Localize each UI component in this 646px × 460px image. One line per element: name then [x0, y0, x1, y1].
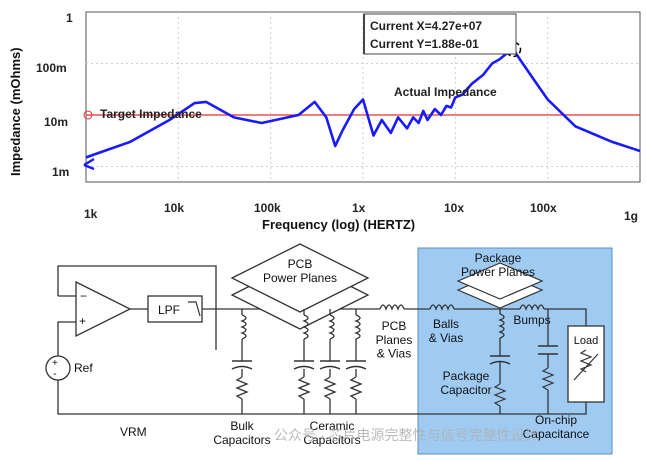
- y-tick-label: 10m: [44, 115, 68, 129]
- bumps-label: Bumps: [513, 313, 550, 327]
- x-tick-label: 1g: [624, 209, 638, 223]
- target-marker: [83, 110, 93, 120]
- ceramic-capacitors-label: Ceramic Capacitors: [303, 419, 360, 447]
- target-impedance-label: Target Impedance: [100, 107, 202, 121]
- pcb-vias-inductor: [379, 304, 405, 311]
- pdn-circuit-diagram: − + LPF + - Ref VRM PCB Power Planes PCB P…: [45, 243, 613, 455]
- actual-impedance-label: Actual Impedance: [394, 85, 497, 99]
- series-start-arrow: [83, 157, 95, 171]
- bulk-capacitor-branch: [231, 309, 253, 414]
- op-amp-plus: +: [79, 314, 86, 328]
- pcb-planes-vias-label: PCB Planes & Vias: [376, 319, 413, 361]
- y-tick-label: 1m: [52, 165, 69, 179]
- op-amp-minus: −: [80, 289, 87, 303]
- svg-text:+: +: [52, 358, 58, 369]
- bulk-capacitors-label: Bulk Capacitors: [213, 419, 270, 447]
- pcb-planes-label: PCB Power Planes: [263, 257, 337, 285]
- x-tick-label: 10k: [164, 201, 184, 215]
- cursor-readout: Current X=4.27e+07 Current Y=1.88e-01: [363, 13, 517, 55]
- bumps-inductor: [519, 304, 545, 311]
- x-tick-label: 1x: [352, 201, 366, 215]
- x-tick-label: 10x: [444, 201, 464, 215]
- onchip-capacitance-label: On-chip Capacitance: [523, 413, 590, 441]
- load-block: [567, 325, 605, 403]
- y-axis-label: Impedance (mOhms): [8, 47, 23, 176]
- x-tick-label: 1k: [84, 207, 98, 221]
- y-tick-label: 100m: [36, 61, 67, 75]
- ref-label: Ref: [74, 361, 93, 375]
- ceramic-capacitor-branch: [345, 309, 367, 414]
- impedance-chart: Current X=4.27e+07 Current Y=1.88e-01 Ta…: [8, 11, 641, 232]
- package-plane-upper: [456, 262, 544, 300]
- cursor-y-label: Current Y=1.88e-01: [370, 37, 479, 51]
- svg-text:-: -: [53, 368, 57, 380]
- balls-vias-inductor: [429, 304, 455, 311]
- y-tick-label: 1: [66, 11, 73, 25]
- op-amp: [75, 280, 132, 338]
- ceramic-capacitor-branch: [319, 309, 341, 414]
- package-capacitor-label: Package Capacitor: [440, 369, 491, 397]
- load-label: Load: [574, 335, 598, 347]
- lpf-label: LPF: [158, 303, 180, 317]
- watermark: 公众号 · 芯片电源完整性与信号完整性设计: [274, 427, 538, 443]
- ref-voltage-source: [45, 355, 71, 381]
- x-axis-label: Frequency (log) (HERTZ): [262, 217, 415, 232]
- x-tick-label: 100x: [530, 201, 557, 215]
- cursor-x-label: Current X=4.27e+07: [370, 19, 482, 33]
- ceramic-capacitor-branch: [293, 309, 315, 414]
- capacitor-branches: [231, 309, 367, 414]
- package-planes-label: Package Power Planes: [461, 251, 535, 279]
- pcb-plane-upper: [230, 243, 370, 313]
- x-tick-label: 100k: [254, 201, 281, 215]
- vrm-label: VRM: [120, 425, 147, 439]
- balls-vias-label: Balls & Vias: [429, 317, 463, 345]
- lpf-block: [147, 295, 203, 323]
